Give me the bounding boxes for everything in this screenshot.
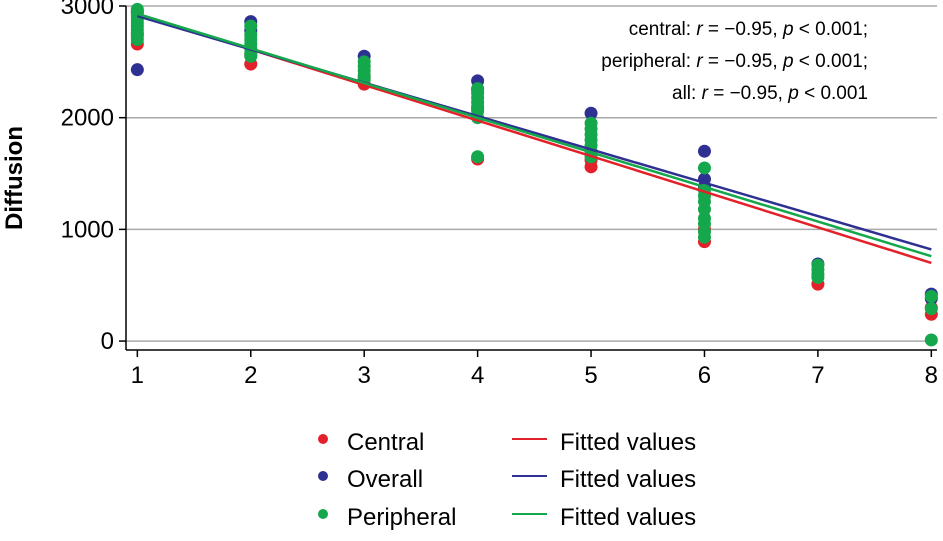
fitted-line-peripheral — [136, 12, 932, 258]
legend-line-label-overall: Fitted values — [560, 466, 696, 493]
y-tick-label-0: 0 — [101, 328, 114, 355]
y-tick-label-2000: 2000 — [61, 105, 114, 132]
point-peripheral-36 — [584, 116, 598, 130]
x-tick-label-6: 6 — [698, 362, 711, 389]
x-tick-label-7: 7 — [811, 362, 824, 389]
legend: Central Overall Peripheral Fitted values Fit… — [318, 429, 696, 531]
x-tick-label-8: 8 — [925, 362, 938, 389]
point-overall-8 — [697, 144, 711, 158]
x-tick-label-5: 5 — [584, 362, 597, 389]
x-tick-label-1: 1 — [131, 362, 144, 389]
point-peripheral-45 — [697, 161, 711, 175]
point-peripheral-50 — [924, 333, 938, 347]
point-overall-7 — [584, 106, 598, 120]
grid-lines — [126, 5, 937, 342]
point-peripheral-21 — [357, 55, 371, 69]
point-peripheral-22 — [471, 150, 485, 164]
x-tick-label-2: 2 — [244, 362, 257, 389]
x-tick-label-3: 3 — [358, 362, 371, 389]
y-tick-label-3000: 3000 — [61, 0, 114, 20]
legend-marker-overall — [318, 471, 328, 481]
data-points — [130, 2, 938, 347]
point-peripheral-16 — [244, 19, 258, 33]
legend-label-overall: Overall — [347, 466, 423, 493]
correlation-annotation: central: r = −0.95, p < 0.001; peripheral… — [601, 19, 868, 104]
point-peripheral-29 — [471, 82, 485, 96]
point-peripheral-51 — [924, 302, 938, 316]
legend-marker-peripheral — [318, 509, 328, 519]
point-peripheral-40 — [697, 211, 711, 225]
point-peripheral-15 — [244, 28, 258, 42]
legend-line-label-central: Fitted values — [560, 429, 696, 456]
axes: 0 1000 2000 3000 1 2 3 4 5 6 7 8 Diffusion — [1, 0, 938, 389]
point-peripheral-49 — [811, 258, 825, 272]
legend-label-peripheral: Peripheral — [347, 504, 456, 531]
annotation-line-3: all: r = −0.95, p < 0.001 — [672, 83, 868, 104]
legend-label-central: Central — [347, 429, 424, 456]
annotation-line-2: peripheral: r = −0.95, p < 0.001; — [601, 51, 868, 72]
point-peripheral-52 — [924, 289, 938, 303]
y-axis-title: Diffusion — [1, 126, 28, 230]
x-tick-label-4: 4 — [471, 362, 484, 389]
point-peripheral-9 — [130, 2, 144, 16]
fitted-lines — [136, 12, 932, 265]
y-tick-label-1000: 1000 — [61, 216, 114, 243]
annotation-line-1: central: r = −0.95, p < 0.001; — [629, 19, 868, 40]
point-overall-0 — [130, 63, 144, 77]
legend-marker-central — [318, 434, 328, 444]
legend-line-label-peripheral: Fitted values — [560, 504, 696, 531]
